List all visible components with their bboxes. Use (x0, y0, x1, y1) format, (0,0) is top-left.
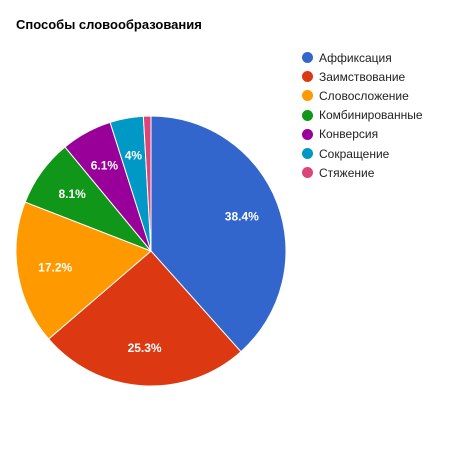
legend-item[interactable]: Комбинированные (302, 106, 423, 125)
legend-label: Комбинированные (319, 108, 423, 123)
legend-swatch (302, 128, 313, 140)
slice-label-5: 6.1% (91, 159, 119, 173)
legend-swatch (302, 52, 313, 64)
legend-item[interactable]: Сокращение (302, 144, 423, 163)
pie-slice-1[interactable] (150, 115, 287, 353)
slice-label-4: 8.1% (59, 187, 87, 201)
legend-item[interactable]: Заимствование (302, 67, 423, 86)
legend-swatch (302, 167, 313, 179)
pie-slice-2[interactable] (47, 250, 242, 387)
slice-label-3: 17.2% (38, 260, 72, 274)
legend-swatch (302, 71, 313, 83)
pie-slice-7[interactable] (142, 115, 152, 252)
slice-label-2: 25.3% (128, 341, 162, 355)
legend-item[interactable]: Словосложение (302, 86, 423, 105)
slice-label-1: 38.4% (225, 209, 259, 223)
legend-label: Сокращение (319, 146, 390, 161)
legend: Аффиксация Заимствование Словосложение Комб… (302, 48, 423, 182)
legend-label: Заимствование (319, 69, 406, 84)
legend-label: Аффиксация (319, 50, 392, 65)
legend-item[interactable]: Стяжение (302, 163, 423, 182)
chart-title: Способы словообразования (16, 17, 202, 32)
legend-swatch (302, 148, 313, 160)
legend-item[interactable]: Конверсия (302, 125, 423, 144)
legend-swatch (302, 90, 313, 102)
legend-label: Конверсия (319, 127, 379, 142)
legend-label: Словосложение (319, 88, 409, 103)
legend-swatch (302, 109, 313, 121)
legend-label: Стяжение (319, 165, 375, 180)
legend-item[interactable]: Аффиксация (302, 48, 423, 67)
slice-label-6: 4% (125, 148, 143, 162)
pie-slice-3[interactable] (15, 201, 152, 340)
